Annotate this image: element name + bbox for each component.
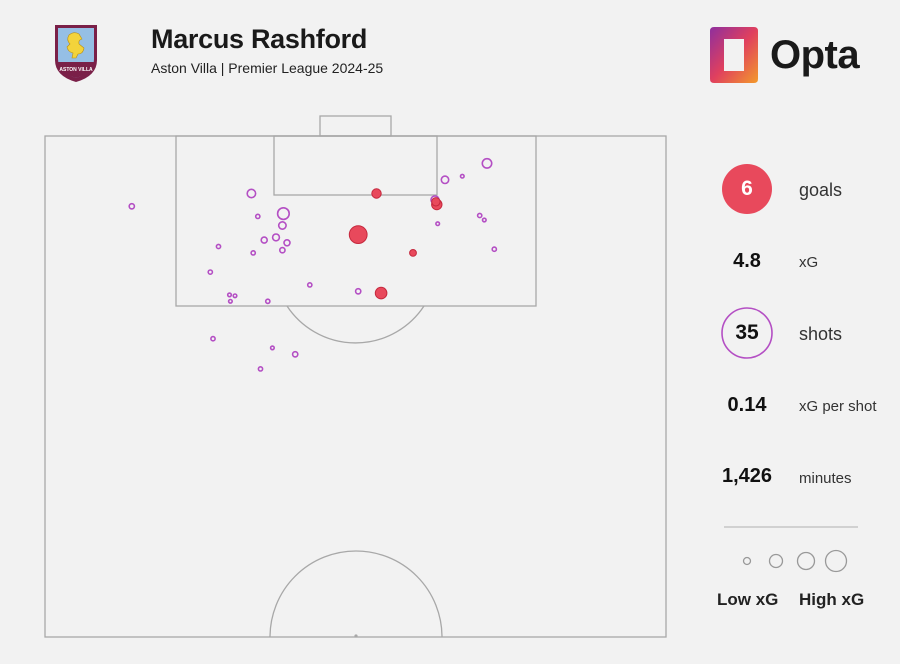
legend-low-label: Low xG bbox=[717, 590, 779, 609]
shot-point-29 bbox=[435, 221, 441, 227]
shot-point-19 bbox=[210, 335, 216, 342]
opta-logo: Opta bbox=[708, 25, 868, 87]
shots-label: shots bbox=[799, 324, 843, 344]
shot-point-16 bbox=[232, 293, 238, 299]
shot-point-5 bbox=[277, 221, 287, 231]
shots-badge bbox=[721, 307, 773, 359]
goal-point-6 bbox=[431, 197, 441, 207]
shot-point-13 bbox=[306, 281, 313, 288]
centre-circle bbox=[269, 550, 443, 638]
shot-point-3 bbox=[276, 207, 291, 221]
shot-point-14 bbox=[354, 287, 362, 295]
goals-layer bbox=[348, 188, 443, 300]
shots-layer bbox=[128, 157, 498, 372]
shot-point-11 bbox=[278, 246, 286, 254]
svg-text:ASTON VILLA: ASTON VILLA bbox=[59, 67, 93, 73]
goal-point-3 bbox=[348, 225, 368, 245]
shot-point-24 bbox=[440, 175, 450, 185]
xg-per-shot-value: 0.14 bbox=[727, 394, 767, 416]
shot-point-27 bbox=[476, 212, 483, 219]
penalty-arc bbox=[286, 305, 425, 344]
legend-high-label: High xG bbox=[799, 590, 865, 609]
shot-point-21 bbox=[291, 350, 299, 358]
xg-value: 4.8 bbox=[733, 250, 761, 272]
centre-spot bbox=[354, 634, 358, 638]
legend-size-1 bbox=[742, 556, 752, 566]
shot-point-8 bbox=[283, 239, 291, 247]
shot-point-12 bbox=[207, 269, 214, 275]
goals-badge bbox=[722, 164, 772, 214]
shot-point-10 bbox=[250, 249, 257, 256]
chart-subtitle: Aston Villa | Premier League 2024-25 bbox=[151, 60, 384, 76]
opta-wordmark: Opta bbox=[770, 33, 860, 77]
minutes-value: 1,426 bbox=[721, 465, 773, 487]
legend-size-3 bbox=[796, 551, 816, 571]
shot-point-17 bbox=[227, 298, 233, 304]
club-crest-logo: ASTON VILLA bbox=[55, 25, 97, 82]
goals-value: 6 bbox=[741, 177, 753, 200]
shot-point-1 bbox=[128, 202, 136, 210]
legend-size-2 bbox=[768, 553, 784, 569]
xg-label: xG bbox=[799, 254, 819, 271]
shot-point-6 bbox=[260, 236, 269, 244]
shot-point-28 bbox=[481, 217, 487, 223]
shot-point-7 bbox=[271, 233, 281, 242]
shot-point-4 bbox=[254, 213, 261, 220]
goal-point-5 bbox=[374, 286, 388, 300]
shot-point-9 bbox=[215, 243, 222, 250]
minutes-label: minutes bbox=[799, 470, 852, 487]
opta-mark-icon bbox=[710, 27, 758, 83]
legend-size-4 bbox=[824, 549, 848, 573]
shot-point-25 bbox=[459, 173, 465, 179]
goal-point-4 bbox=[409, 249, 417, 257]
shot-point-2 bbox=[246, 188, 257, 199]
goals-label: goals bbox=[799, 180, 843, 200]
goal bbox=[319, 115, 392, 137]
shots-value: 35 bbox=[735, 321, 759, 344]
shot-point-22 bbox=[257, 365, 264, 372]
chart-title: Marcus Rashford bbox=[151, 24, 368, 54]
shot-point-18 bbox=[264, 298, 271, 305]
shot-point-23 bbox=[481, 157, 493, 169]
goal-point-1 bbox=[371, 188, 382, 199]
shot-point-30 bbox=[491, 246, 498, 253]
shot-point-15 bbox=[226, 292, 233, 298]
shot-point-20 bbox=[269, 345, 276, 351]
xg-per-shot-label: xG per shot bbox=[799, 398, 877, 415]
